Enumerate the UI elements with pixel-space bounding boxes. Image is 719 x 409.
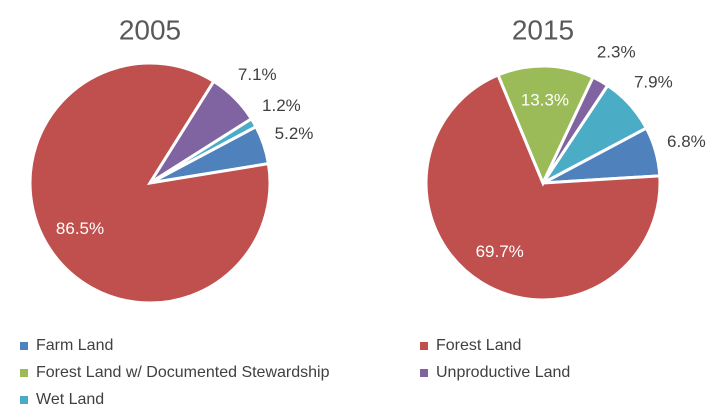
legend-label: Wet Land — [36, 391, 104, 408]
data-label: 86.5% — [56, 219, 104, 238]
data-label: 1.2% — [262, 96, 301, 115]
pie-slice — [149, 116, 258, 185]
legend-swatch — [420, 342, 428, 350]
legend-label: Forest Land w/ Documented Stewardship — [36, 364, 330, 381]
legend-label: Farm Land — [36, 337, 113, 354]
pie-slice — [424, 73, 662, 302]
data-label: 6.8% — [667, 132, 706, 151]
data-label: 7.1% — [238, 65, 277, 84]
data-label: 7.9% — [634, 72, 673, 91]
data-label: 5.2% — [275, 124, 314, 143]
legend-swatch — [20, 396, 28, 404]
chart-title: 2015 — [512, 14, 574, 45]
legend-swatch — [20, 342, 28, 350]
pie-slice — [496, 64, 595, 187]
legend-swatch — [20, 369, 28, 377]
data-label: 69.7% — [476, 242, 524, 261]
legend-label: Forest Land — [436, 337, 521, 354]
legend-swatch — [420, 369, 428, 377]
pie-slice — [541, 83, 649, 185]
legend-label: Unproductive Land — [436, 364, 570, 381]
data-label: 13.3% — [521, 91, 569, 110]
chart-title: 2005 — [119, 14, 181, 45]
data-label: 2.3% — [597, 43, 636, 62]
